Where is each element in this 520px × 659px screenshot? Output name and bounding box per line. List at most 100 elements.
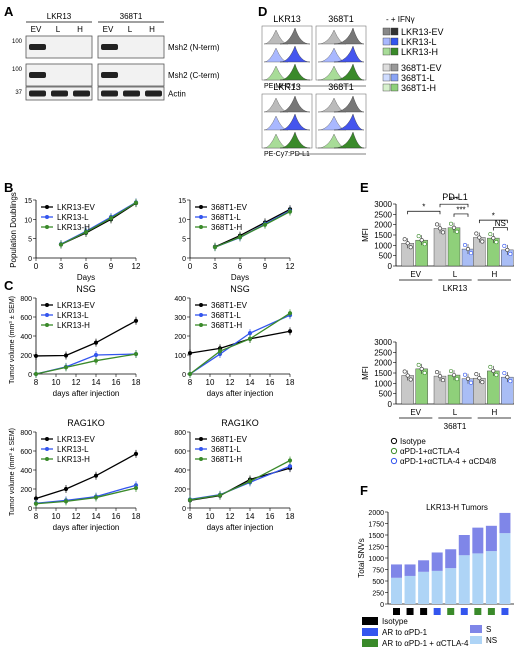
replicate-dot [491, 368, 496, 373]
replicate-dot [416, 362, 421, 367]
y-tick-label: 1500 [374, 231, 392, 240]
x-tick-label: 3 [213, 262, 218, 271]
legend-label: LKR13-H [57, 223, 90, 232]
significance-bracket [439, 203, 469, 208]
lane-label: H [77, 25, 83, 34]
blot-band [73, 90, 90, 97]
legend-label: LKR13-EV [57, 203, 95, 212]
data-point [217, 349, 223, 354]
y-axis-label: Total SNVs [357, 538, 366, 578]
y-tick-label: 600 [20, 449, 32, 456]
x-axis-label: days after injection [207, 523, 274, 532]
replicate-dot [468, 251, 473, 256]
histogram-curve [279, 63, 311, 81]
y-tick-label: 3000 [374, 200, 392, 209]
series-line [189, 330, 291, 354]
replicate-dot [440, 378, 445, 383]
chart-title: RAG1KO [221, 418, 259, 428]
significance-label: * [492, 212, 495, 221]
histogram-curve [333, 131, 365, 149]
histogram-group-label: LKR13 [273, 82, 301, 92]
histogram-group-label: LKR13 [273, 14, 301, 24]
stacked-bar-segment [472, 527, 484, 554]
group-tick-label: H [491, 270, 497, 279]
y-tick-label: 1500 [368, 533, 384, 540]
x-tick-label: 16 [266, 378, 275, 387]
group-color-square [393, 608, 400, 615]
blot-box [97, 63, 165, 87]
group-tick-label: EV [410, 408, 421, 417]
lane-label: L [56, 25, 61, 34]
legend-swatch [362, 628, 378, 636]
series-line [35, 484, 137, 504]
mw-marker: 37 [15, 90, 22, 96]
y-tick-label: 1000 [374, 379, 392, 388]
x-tick-label: 10 [206, 512, 215, 521]
group-tick-label: L [453, 270, 458, 279]
stacked-bar-segment [431, 570, 443, 604]
blot-group-label: 368T1 [120, 12, 143, 21]
histogram-curve [333, 113, 365, 131]
group-color-square [501, 608, 509, 615]
blot-band [51, 90, 68, 97]
legend-marker [199, 447, 203, 451]
series-line [35, 320, 137, 357]
legend-marker [45, 447, 49, 451]
y-tick-label: 1000 [374, 241, 392, 250]
blot-band [101, 72, 118, 78]
group-color-square [447, 608, 455, 615]
y-tick-label: 3000 [374, 338, 392, 347]
replicate-dot [477, 376, 482, 381]
panel-label-F: F [360, 483, 368, 498]
legend-swatch [390, 83, 399, 92]
replicate-dot [437, 226, 442, 231]
x-tick-label: 14 [246, 378, 255, 387]
panel-label-D: D [258, 4, 267, 19]
significance-bracket [492, 227, 508, 231]
y-tick-label: 0 [388, 262, 393, 271]
data-point [63, 353, 69, 358]
legend-label: S [486, 625, 491, 634]
legend-marker [199, 457, 203, 461]
data-point [93, 358, 99, 363]
y-tick-label: 800 [20, 430, 32, 437]
x-tick-label: 6 [238, 262, 243, 271]
bar [447, 227, 461, 267]
legend-label: LKR13-L [401, 37, 437, 47]
y-tick-label: 400 [174, 468, 186, 475]
legend-label: 368T1-H [211, 223, 242, 232]
y-tick-label: 2000 [374, 359, 392, 368]
legend-swatch [390, 73, 399, 82]
series-line [189, 314, 291, 375]
group-tick-label: H [491, 408, 497, 417]
blot-row-label: Msh2 (C-term) [168, 71, 220, 80]
lane-label: H [149, 25, 155, 34]
legend-marker [199, 205, 203, 209]
y-tick-label: 2500 [374, 210, 392, 219]
legend-label: LKR13-EV [57, 435, 95, 444]
data-point [287, 209, 293, 214]
replicate-dot [454, 377, 459, 382]
x-axis-label: Days [77, 273, 95, 282]
data-point [108, 216, 114, 221]
data-point [247, 336, 253, 341]
x-tick-label: 10 [52, 512, 61, 521]
blot-row-label: Msh2 (N-term) [168, 43, 220, 52]
legend-swatch [390, 37, 399, 46]
mw-marker: 100 [12, 39, 23, 45]
data-point [133, 485, 139, 491]
data-point [93, 495, 99, 500]
replicate-dot [474, 372, 479, 377]
y-tick-label: 0 [388, 400, 393, 409]
significance-bracket [478, 219, 508, 224]
legend-label: LKR13-L [57, 213, 89, 222]
y-tick-label: 400 [20, 468, 32, 475]
series-line [60, 202, 137, 246]
legend-swatch [362, 617, 378, 625]
histogram-curve [279, 27, 311, 45]
stacked-bar-segment [418, 571, 430, 604]
x-tick-label: 12 [72, 378, 81, 387]
replicate-dot [437, 374, 442, 379]
blot-box [97, 35, 165, 59]
y-axis-label: Tumor volume (mm³ ± SEM) [9, 428, 16, 516]
